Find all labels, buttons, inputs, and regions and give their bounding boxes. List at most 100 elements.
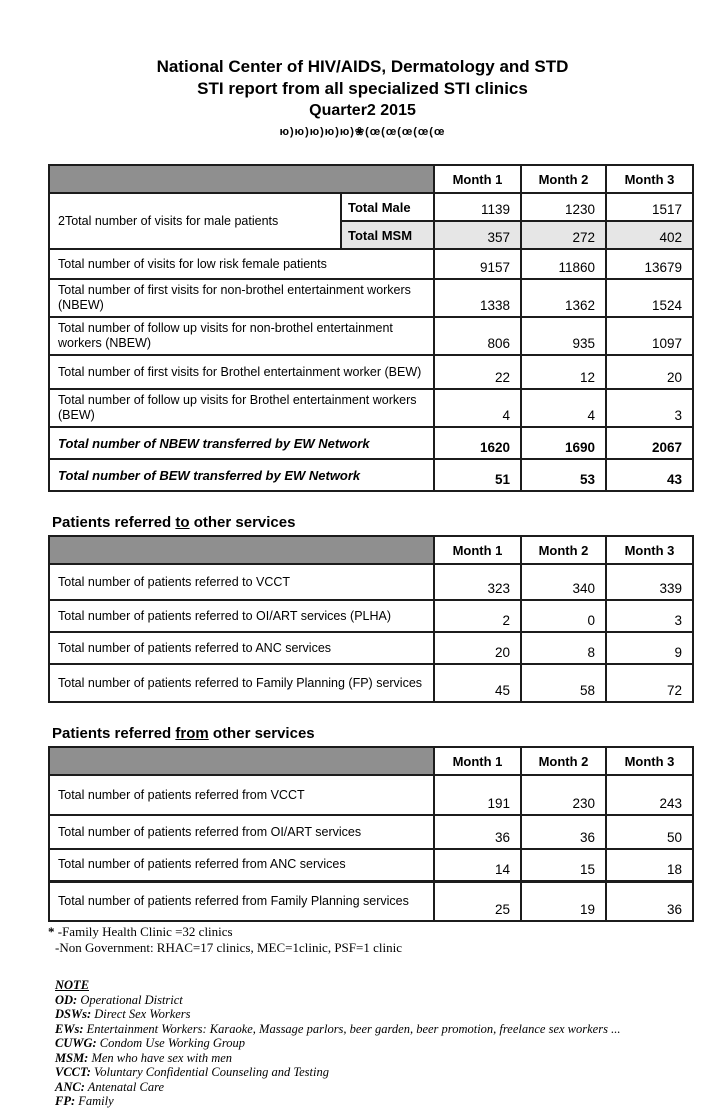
row-label: Total number of patients referred from V…	[48, 774, 435, 816]
month3-value: 13679	[605, 248, 694, 280]
note-block: NOTE OD: Operational District DSWs: Dire…	[55, 978, 725, 1109]
footnote-line-2: -Non Government: RHAC=17 clinics, MEC=1c…	[55, 940, 402, 955]
footnote-line-1: * -Family Health Clinic =32 clinics	[48, 924, 725, 940]
month3-header: Month 3	[605, 535, 694, 565]
month1-value: 51	[433, 458, 522, 492]
section-title-text: Patients referred	[52, 514, 176, 531]
report-title-block: National Center of HIV/AIDS, Dermatology…	[33, 56, 693, 138]
month2-value: 1362	[520, 278, 607, 318]
month1-value: 14	[433, 848, 522, 883]
month1-header: Month 1	[433, 164, 522, 194]
month1-value: 36	[433, 814, 522, 850]
month3-value: 1517	[605, 192, 694, 222]
section-title-underlined-word: to	[175, 514, 190, 531]
table-row: Total MSM 357 272 402	[49, 220, 694, 250]
month3-value: 72	[605, 663, 694, 703]
ornament-divider: ю)ю)ю)ю)ю)❀(œ(œ(œ(œ(œ	[279, 126, 446, 138]
month3-value: 3	[605, 388, 694, 428]
note-abbr: CUWG:	[55, 1036, 97, 1050]
gray-header-cell	[48, 164, 435, 194]
month1-value: 25	[433, 880, 522, 922]
month1-value: 20	[433, 631, 522, 665]
month1-value: 806	[433, 316, 522, 356]
note-text: Operational District	[77, 992, 183, 1007]
note-abbr: ANC:	[55, 1079, 85, 1094]
month3-value: 50	[605, 814, 694, 850]
table-row: Total number of patients referred from O…	[48, 814, 694, 850]
month2-value: 935	[520, 316, 607, 356]
table-row: Total number of patients referred to Fam…	[48, 663, 694, 703]
table-row: Total number of patients referred from F…	[48, 880, 694, 922]
section-title-referred-to: Patients referred to other services	[52, 514, 725, 531]
table-row: Total number of first visits for non-bro…	[48, 278, 694, 318]
table-row: Total number of follow up visits for Bro…	[48, 388, 694, 428]
asterisk-marker: *	[48, 924, 55, 939]
note-line: ANC: Antenatal Care	[55, 1080, 725, 1095]
table-row: Total number of NBEW transferred by EW N…	[48, 426, 694, 460]
row-label: Total number of first visits for Brothel…	[48, 354, 435, 390]
table-header-row: Month 1 Month 2 Month 3	[48, 164, 694, 194]
month3-value: 1097	[605, 316, 694, 356]
month3-value: 36	[605, 880, 694, 922]
month2-value: 19	[520, 880, 607, 922]
section-title-referred-from: Patients referred from other services	[52, 725, 725, 742]
month1-header: Month 1	[433, 746, 522, 776]
table-row: Total number of patients referred from V…	[48, 774, 694, 816]
month2-header: Month 2	[520, 746, 607, 776]
report-quarter: Quarter2 2015	[309, 102, 416, 119]
month1-value: 191	[433, 774, 522, 816]
section-title-text: other services	[208, 725, 315, 742]
section-title-text: Patients referred	[52, 725, 176, 742]
referred-from-table: Month 1 Month 2 Month 3 Total number of …	[48, 746, 694, 922]
row-label: Total number of patients referred from F…	[48, 880, 435, 922]
table-row: Total number of patients referred to VCC…	[48, 563, 694, 601]
note-line: OD: Operational District	[55, 993, 725, 1008]
row-label: Total number of NBEW transferred by EW N…	[48, 426, 435, 460]
month3-value: 243	[605, 774, 694, 816]
month3-value: 9	[605, 631, 694, 665]
table-row: Total number of first visits for Brothel…	[48, 354, 694, 390]
row-label: Total number of follow up visits for Bro…	[48, 388, 435, 428]
month3-value: 43	[605, 458, 694, 492]
month2-value: 1230	[520, 192, 607, 222]
footnote-block: * -Family Health Clinic =32 clinics -Non…	[48, 924, 725, 956]
month2-value: 230	[520, 774, 607, 816]
note-line: FP: Family	[55, 1094, 725, 1109]
table-header-row: Month 1 Month 2 Month 3	[48, 746, 694, 776]
section-title-underlined-word: from	[175, 725, 209, 742]
note-line: CUWG: Condom Use Working Group	[55, 1036, 725, 1051]
report-title-line2: STI report from all specialized STI clin…	[197, 79, 528, 98]
month3-value: 18	[605, 848, 694, 883]
month1-value: 1338	[433, 278, 522, 318]
month3-value: 20	[605, 354, 694, 390]
month2-value: 0	[520, 599, 607, 633]
gray-header-cell	[48, 746, 435, 776]
month3-header: Month 3	[605, 164, 694, 194]
month1-value: 4	[433, 388, 522, 428]
total-male-label: Total Male	[340, 192, 435, 222]
month3-value: 1524	[605, 278, 694, 318]
total-msm-label: Total MSM	[340, 220, 435, 250]
table-row: 2Total number of visits for male patient…	[48, 192, 694, 250]
month2-value: 8	[520, 631, 607, 665]
table-row: Total number of follow up visits for non…	[48, 316, 694, 356]
gray-header-cell	[48, 535, 435, 565]
row-label: Total number of follow up visits for non…	[48, 316, 435, 356]
month2-value: 4	[520, 388, 607, 428]
male-group-label: 2Total number of visits for male patient…	[48, 192, 342, 250]
month3-header: Month 3	[605, 746, 694, 776]
note-abbr: OD:	[55, 992, 78, 1007]
note-text: Men who have sex with men	[88, 1050, 233, 1065]
note-text: Voluntary Confidential Counseling and Te…	[90, 1065, 329, 1079]
note-text: Family	[75, 1094, 114, 1108]
month2-header: Month 2	[520, 164, 607, 194]
visits-table: Month 1 Month 2 Month 3 2Total number of…	[48, 164, 694, 492]
month3-value: 2067	[605, 426, 694, 460]
month1-header: Month 1	[433, 535, 522, 565]
note-line: DSWs: Direct Sex Workers	[55, 1007, 725, 1022]
month2-value: 53	[520, 458, 607, 492]
row-label: Total number of patients referred to Fam…	[48, 663, 435, 703]
footnote-text: -Family Health Clinic =32 clinics	[57, 924, 233, 939]
month2-value: 272	[520, 220, 607, 250]
note-abbr: DSWs:	[55, 1007, 92, 1021]
